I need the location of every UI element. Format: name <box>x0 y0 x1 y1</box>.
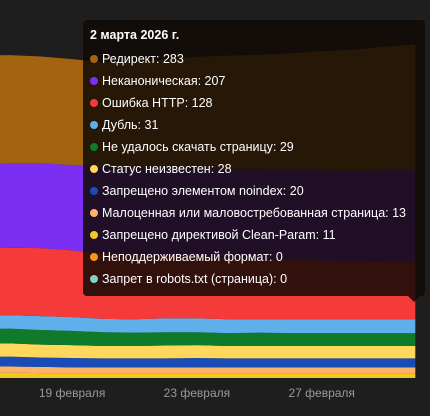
area <box>0 356 416 368</box>
series-name: Малоценная или маловостребованная страни… <box>102 206 392 220</box>
series-name: Редирект <box>102 52 163 66</box>
series-value: 11 <box>322 228 336 242</box>
legend-dot <box>90 209 98 217</box>
area <box>0 315 416 334</box>
series-value: 207 <box>204 74 226 88</box>
legend-dot <box>90 187 98 195</box>
series-value: 31 <box>144 118 159 132</box>
series-value: 28 <box>217 162 232 176</box>
tooltip: 2 марта 2026 г. Редирект283Неканоническа… <box>83 20 425 296</box>
tooltip-arrow <box>408 296 420 302</box>
series-name: Статус неизвестен <box>102 162 218 176</box>
series-value: 0 <box>275 250 283 264</box>
tooltip-row: Статус неизвестен28 <box>90 158 425 180</box>
tooltip-row: Запрещено элементом noindex20 <box>90 180 425 202</box>
series-name: Не удалось скачать страницу <box>102 140 280 154</box>
area <box>0 328 416 346</box>
tooltip-row: Не удалось скачать страницу29 <box>90 136 425 158</box>
tooltip-row: Малоценная или маловостребованная страни… <box>90 202 425 224</box>
series-name: Дубль <box>102 118 145 132</box>
x-tick-label: 23 февраля <box>164 386 230 400</box>
series-name: Неподдерживаемый формат <box>102 250 276 264</box>
area <box>0 372 416 378</box>
tooltip-row: Редирект283 <box>90 48 425 70</box>
series-value: 128 <box>191 96 213 110</box>
tooltip-row: Запрещено директивой Clean-Param11 <box>90 224 425 246</box>
legend-dot <box>90 121 98 129</box>
legend-dot <box>90 143 98 151</box>
area <box>0 343 416 359</box>
tooltip-row: Запрет в robots.txt (страница)0 <box>90 268 425 290</box>
series-name: Ошибка HTTP <box>102 96 192 110</box>
series-name: Неканоническая <box>102 74 205 88</box>
legend-dot <box>90 77 98 85</box>
tooltip-row: Дубль31 <box>90 114 425 136</box>
legend-dot <box>90 253 98 261</box>
x-tick-label: 19 февраля <box>39 386 105 400</box>
area <box>0 366 416 374</box>
legend-dot <box>90 165 98 173</box>
series-value: 13 <box>392 206 407 220</box>
x-tick-label: 27 февраля <box>288 386 354 400</box>
series-value: 29 <box>279 140 294 154</box>
tooltip-row: Неканоническая207 <box>90 70 425 92</box>
tooltip-title: 2 марта 2026 г. <box>90 28 180 42</box>
tooltip-row: Ошибка HTTP128 <box>90 92 425 114</box>
series-value: 0 <box>280 272 288 286</box>
series-value: 283 <box>162 52 184 66</box>
series-name: Запрет в robots.txt (страница) <box>102 272 280 286</box>
legend-dot <box>90 231 98 239</box>
legend-dot <box>90 275 98 283</box>
legend-dot <box>90 99 98 107</box>
series-name: Запрещено директивой Clean-Param <box>102 228 323 242</box>
legend-dot <box>90 55 98 63</box>
series-name: Запрещено элементом noindex <box>102 184 290 198</box>
series-value: 20 <box>289 184 304 198</box>
tooltip-row: Неподдерживаемый формат0 <box>90 246 425 268</box>
